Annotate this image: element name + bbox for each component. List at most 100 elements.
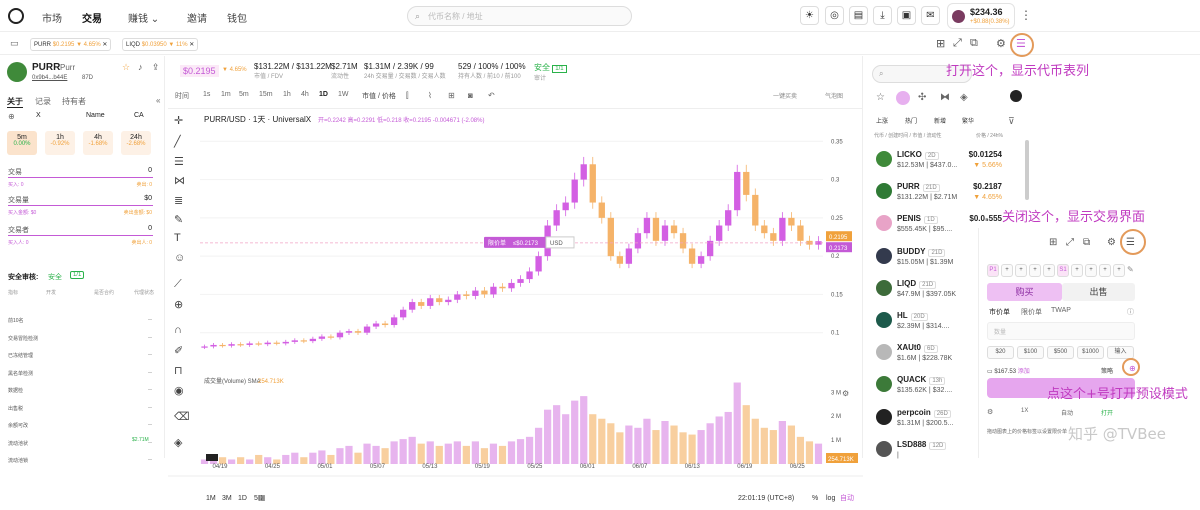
hlines-icon[interactable]: ☰: [174, 156, 184, 168]
timeframe-1h[interactable]: 1h -0.92%: [45, 131, 75, 155]
quick-amount-button[interactable]: $1000: [1077, 346, 1104, 359]
emoji-icon[interactable]: ☺: [174, 252, 186, 264]
list-toggle-icon[interactable]: [1010, 90, 1022, 102]
chain-icon[interactable]: ⧓: [940, 92, 950, 103]
token-list-item[interactable]: XAUt0 6D $1.6M | $228.78K: [872, 341, 984, 371]
globe-icon[interactable]: ⊕: [8, 112, 15, 121]
layers-icon[interactable]: ◈: [174, 437, 183, 449]
brush-icon[interactable]: ✎: [174, 214, 184, 226]
camera-icon[interactable]: ◙: [468, 91, 473, 100]
preset-button[interactable]: +: [1099, 264, 1111, 277]
download-icon[interactable]: ⤓: [873, 6, 892, 25]
tf-1w[interactable]: 1W: [338, 91, 349, 98]
tf-4h[interactable]: 4h: [301, 91, 309, 98]
bell-icon[interactable]: ♪: [138, 62, 143, 72]
timeframe-4h[interactable]: 4h -1.68%: [83, 131, 113, 155]
tab-holders[interactable]: 持有者: [62, 97, 86, 106]
token-list-item[interactable]: perpcoin 26D $1.31M | $200.5...: [872, 406, 984, 436]
mail-icon[interactable]: ✉: [921, 6, 940, 25]
trash-icon[interactable]: ⌫: [174, 411, 190, 423]
lock-icon[interactable]: ⊓: [174, 365, 183, 377]
gear-icon[interactable]: ⚙: [996, 38, 1006, 50]
filter-hot[interactable]: 热门: [905, 119, 918, 125]
filter-new[interactable]: 新增: [934, 119, 947, 125]
ruler-icon[interactable]: ⟋: [174, 278, 182, 290]
amount-input[interactable]: 数量: [987, 322, 1135, 340]
tf-1s[interactable]: 1s: [203, 91, 211, 98]
auto-mode[interactable]: 自动: [1061, 411, 1074, 417]
nav-earn[interactable]: 赚钱 ⌄: [128, 14, 160, 25]
candles-icon[interactable]: ⫿: [406, 91, 409, 100]
tab-about[interactable]: 关于: [7, 97, 23, 108]
tab-records[interactable]: 记录: [35, 97, 51, 106]
settings-icon[interactable]: ⚙: [987, 409, 994, 416]
layout-icon[interactable]: ⊞: [936, 38, 946, 50]
timeframe-5m[interactable]: 5m 0.00%: [7, 131, 37, 155]
token-list-item[interactable]: HL 20D $2.39M | $314....: [872, 309, 984, 339]
open-toggle[interactable]: 打开: [1101, 411, 1114, 417]
chain2-icon[interactable]: ◈: [960, 92, 968, 103]
trendline-icon[interactable]: ╱: [174, 136, 181, 148]
preset-button[interactable]: +: [1043, 264, 1055, 277]
buy-button[interactable]: [987, 378, 1135, 398]
notes-icon[interactable]: ▤: [849, 6, 868, 25]
network-icon[interactable]: ✣: [918, 92, 927, 103]
eye-icon[interactable]: ◉: [174, 385, 184, 397]
gear-icon[interactable]: ⚙: [1107, 237, 1116, 248]
copy-icon[interactable]: ⧉: [1083, 237, 1091, 248]
filter-thrive[interactable]: 繁华: [962, 119, 975, 125]
info-icon[interactable]: ⓘ: [1127, 309, 1134, 316]
expand-icon[interactable]: ⤢: [1066, 237, 1074, 248]
tf-1d[interactable]: 1D: [319, 91, 328, 98]
nav-trade[interactable]: 交易: [82, 14, 102, 25]
grid-icon[interactable]: ⊞: [448, 91, 455, 100]
token-list-item[interactable]: PENIS 1D $555.45K | $95.... $0.0₅555: [872, 212, 1002, 242]
layout-icon[interactable]: ⊞: [1049, 237, 1058, 248]
more-icon[interactable]: ⋮: [1020, 8, 1032, 22]
star-filter-icon[interactable]: ☆: [876, 92, 885, 103]
bubble-toggle[interactable]: 气泡图: [825, 94, 844, 100]
quick-amount-button[interactable]: 输入: [1107, 346, 1134, 359]
filter-up[interactable]: 上涨: [876, 119, 889, 125]
scrollbar[interactable]: [1025, 140, 1029, 200]
tab-liqd[interactable]: LIQD $0.03950 ▼ 11% ✕: [122, 38, 199, 51]
zoom-icon[interactable]: ⊕: [174, 299, 184, 311]
buy-tab[interactable]: 购买: [987, 283, 1062, 301]
quick-amount-button[interactable]: $20: [987, 346, 1014, 359]
app-logo[interactable]: [8, 8, 24, 24]
crosshair-icon[interactable]: ✛: [174, 115, 184, 127]
quick-amount-button[interactable]: $100: [1017, 346, 1044, 359]
copy-icon[interactable]: ⧉: [970, 37, 978, 49]
preset-button[interactable]: +: [1015, 264, 1027, 277]
expand-icon[interactable]: ⤢: [953, 37, 962, 49]
fib-icon[interactable]: ≣: [174, 195, 184, 207]
theme-icon[interactable]: ☀: [800, 6, 819, 25]
share-icon[interactable]: ⇪: [152, 62, 160, 72]
lock-draw-icon[interactable]: ✐: [174, 345, 184, 357]
timeframe-24h[interactable]: 24h -2.68%: [121, 131, 151, 155]
preset-button[interactable]: +: [1001, 264, 1013, 277]
collapse-icon[interactable]: «: [156, 96, 161, 105]
nav-wallet[interactable]: 钱包: [227, 14, 247, 25]
preset-button[interactable]: +: [1085, 264, 1097, 277]
token-list-item[interactable]: BUDDY 21D $15.05M | $1.39M: [872, 245, 984, 275]
nav-market[interactable]: 市场: [42, 14, 62, 25]
token-list-item[interactable]: LIQD 21D $47.9M | $397.05K: [872, 277, 984, 307]
tabs-icon[interactable]: ▭: [10, 38, 19, 48]
token-list-item[interactable]: QUACK 13h $135.62K | $32....: [872, 373, 984, 403]
leverage[interactable]: 1X: [1021, 408, 1029, 414]
undo-icon[interactable]: ↶: [488, 91, 495, 100]
token-list-item[interactable]: PURR 21D $131.22M | $2.71M $0.2187 ▼ 4.65%: [872, 180, 1002, 210]
one-click-toggle[interactable]: 一键买卖: [773, 94, 798, 100]
pattern-icon[interactable]: ⋈: [174, 175, 185, 187]
tf-5m[interactable]: 5m: [239, 91, 249, 98]
tf-time[interactable]: 时间: [175, 93, 189, 100]
order-limit[interactable]: 限价单: [1021, 309, 1042, 316]
tab-purr[interactable]: PURR $0.2195 ▼ 4.65% ✕: [30, 38, 112, 51]
tf-1h[interactable]: 1h: [283, 91, 291, 98]
edit-icon[interactable]: ✎: [1127, 265, 1134, 274]
token-list-item[interactable]: LICKO 2D $12.53M | $437.0... $0.01254 ▼ 5.66…: [872, 148, 1002, 178]
nav-invite[interactable]: 邀请: [187, 14, 207, 25]
wallet-balance[interactable]: $234.36 +$0.88(0.38%): [947, 3, 1015, 29]
token-address[interactable]: 0x9b4...b44E: [32, 75, 68, 81]
